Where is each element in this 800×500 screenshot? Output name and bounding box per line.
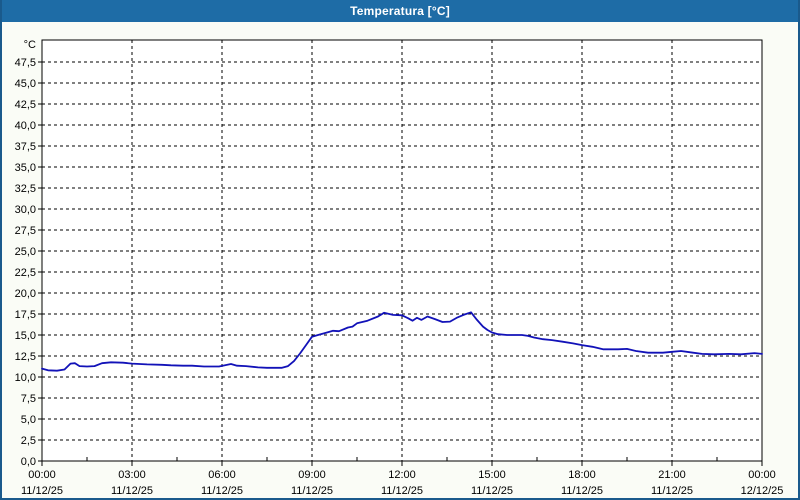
y-axis-label: 2,5	[21, 435, 36, 447]
x-axis-date-label: 11/12/25	[651, 485, 693, 497]
x-axis-time-label: 12:00	[388, 469, 416, 481]
y-axis-label: 30,0	[15, 204, 36, 216]
window-titlebar: Temperatura [°C]	[2, 0, 798, 22]
y-axis-label: 0,0	[21, 456, 36, 468]
y-axis-label: 40,0	[15, 120, 36, 132]
x-axis-date-label: 11/12/25	[21, 485, 63, 497]
temperature-series-line	[41, 311, 763, 372]
x-axis-date-label: 11/12/25	[111, 485, 153, 497]
y-axis-label: 5,0	[21, 414, 36, 426]
y-axis-label: 35,0	[15, 162, 36, 174]
x-axis-date-label: 11/12/25	[561, 485, 603, 497]
x-axis-date-label: 11/12/25	[201, 485, 243, 497]
y-axis-label: 47,5	[15, 57, 36, 69]
x-axis-time-label: 00:00	[28, 469, 56, 481]
y-axis-label: 45,0	[15, 78, 36, 90]
y-axis-unit-label: °C	[24, 39, 36, 51]
chart-title: Temperatura [°C]	[350, 4, 450, 18]
temperature-line-chart[interactable]: 0,0 2,5 5,0 7,5 10,0 12,5 15,0 17,5 20,0 22,5 25,0…	[2, 22, 798, 498]
y-axis-label: 37,5	[15, 141, 36, 153]
y-axis-label: 12,5	[15, 351, 36, 363]
x-axis-date-label: 11/12/25	[471, 485, 513, 497]
y-axis-label: 17,5	[15, 309, 36, 321]
x-axis-time-label: 03:00	[118, 469, 146, 481]
y-axis-label: 10,0	[15, 372, 36, 384]
y-axis-label: 27,5	[15, 225, 36, 237]
x-axis-time-label: 09:00	[298, 469, 326, 481]
y-axis-label: 15,0	[15, 330, 36, 342]
y-axis-label: 42,5	[15, 99, 36, 111]
y-axis-label: 32,5	[15, 183, 36, 195]
y-axis-label: 22,5	[15, 267, 36, 279]
x-axis-time-label: 18:00	[568, 469, 596, 481]
y-axis-label: 7,5	[21, 393, 36, 405]
x-axis-date-label: 12/12/25	[741, 485, 784, 497]
x-axis-time-label: 15:00	[478, 469, 506, 481]
x-axis-date-label: 11/12/25	[291, 485, 333, 497]
x-axis-time-label: 21:00	[658, 469, 686, 481]
x-axis-time-label: 00:00	[748, 469, 776, 481]
chart-area: 0,0 2,5 5,0 7,5 10,0 12,5 15,0 17,5 20,0 22,5 25,0…	[2, 22, 798, 498]
x-axis-time-label: 06:00	[208, 469, 236, 481]
y-axis-label: 20,0	[15, 288, 36, 300]
y-axis-label: 25,0	[15, 246, 36, 258]
x-axis-date-label: 11/12/25	[381, 485, 423, 497]
